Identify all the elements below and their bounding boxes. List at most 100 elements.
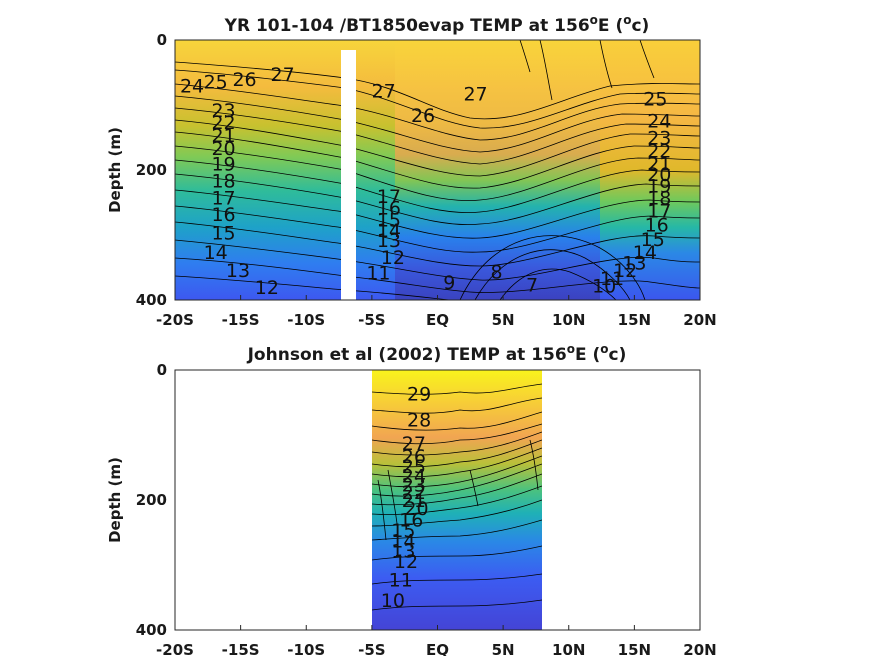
- x-tick-label: -10S: [287, 641, 325, 656]
- contour-label: 25: [204, 72, 228, 94]
- contour-label: 16: [377, 198, 401, 220]
- contour-label: 21: [647, 154, 671, 176]
- contour-label: 23: [647, 128, 671, 150]
- contour-label: 29: [407, 383, 431, 405]
- contour-label: 14: [377, 220, 401, 242]
- contour-label: 20: [211, 138, 235, 160]
- contour-label: 11: [389, 569, 413, 591]
- contour-label: 12: [255, 277, 279, 299]
- contour-label: 15: [211, 222, 235, 244]
- panel-model: YR 101-104 /BT1850evap TEMP at 156oE (oc…: [106, 13, 717, 329]
- y-axis-model: 0 200 400 Depth (m): [106, 31, 167, 309]
- contour-label: 15: [641, 229, 665, 251]
- contour-label: 12: [381, 247, 405, 269]
- contour-label: 11: [600, 268, 624, 290]
- contour-label: 12: [394, 551, 418, 573]
- x-tick-label: 20N: [683, 641, 716, 656]
- contour-label: 18: [647, 187, 671, 209]
- x-tick-label: 5N: [492, 641, 515, 656]
- contour-label: 27: [271, 64, 295, 86]
- contour-label: 21: [402, 490, 426, 512]
- x-tick-label: 15N: [618, 641, 651, 656]
- x-tick-label: 10N: [552, 311, 585, 329]
- contour-label: 17: [211, 187, 235, 209]
- y-axis-observations: 0 200 400 Depth (m): [106, 361, 167, 639]
- contour-label: 17: [647, 200, 671, 222]
- x-tick-label: -5S: [358, 311, 385, 329]
- contour-label: 14: [204, 242, 228, 264]
- contour-label: 23: [211, 100, 235, 122]
- x-tick-label: -15S: [222, 641, 260, 656]
- contour-label: 10: [592, 276, 616, 298]
- y-tick-label: 0: [157, 31, 167, 49]
- x-tick-label: -5S: [358, 641, 385, 656]
- missing-data-gap: [341, 50, 356, 300]
- contour-label: 19: [211, 154, 235, 176]
- x-tick-label: 20N: [683, 311, 716, 329]
- chart-title-observations: Johnson et al (2002) TEMP at 156oE (oc): [247, 342, 627, 365]
- contour-label: 27: [463, 83, 487, 105]
- contour-label: 13: [622, 252, 646, 274]
- contour-label: 25: [402, 456, 426, 478]
- contour-label: 12: [613, 260, 637, 282]
- x-tick-label: 15N: [618, 311, 651, 329]
- temperature-field-observations: [372, 370, 542, 630]
- y-tick-label: 400: [136, 621, 167, 639]
- contour-label: 19: [647, 176, 671, 198]
- contour-label: 13: [377, 230, 401, 252]
- contour-label: 8: [491, 261, 503, 283]
- x-tick-label: -15S: [222, 311, 260, 329]
- contour-label: 28: [407, 409, 431, 431]
- contour-label: 16: [645, 215, 669, 237]
- contour-label: 15: [377, 209, 401, 231]
- contour-label: 25: [643, 89, 667, 111]
- panel-observations: Johnson et al (2002) TEMP at 156oE (oc): [106, 342, 717, 656]
- temperature-field-model: [175, 40, 700, 300]
- contour-label: 24: [647, 111, 671, 133]
- y-tick-label: 400: [136, 291, 167, 309]
- contour-label: 10: [381, 590, 405, 612]
- contour-label: 20: [647, 164, 671, 186]
- contour-label: 22: [211, 112, 235, 134]
- contour-label: 15: [391, 520, 415, 542]
- contour-label: 7: [526, 274, 538, 296]
- y-axis-label-observations: Depth (m): [106, 457, 124, 543]
- contour-label: 21: [211, 125, 235, 147]
- x-axis-model: -20S -15S -10S -5S EQ 5N 10N 15N 20N: [156, 295, 717, 329]
- contour-label: 14: [633, 242, 657, 264]
- y-axis-label-model: Depth (m): [106, 127, 124, 213]
- isotherm-lines-model: [175, 40, 700, 300]
- contour-label: 26: [232, 69, 256, 91]
- contour-label: 11: [366, 263, 390, 285]
- contour-label: 27: [402, 433, 426, 455]
- isotherm-lines-observations: [372, 383, 542, 611]
- x-tick-label: -10S: [287, 311, 325, 329]
- contour-label: 13: [226, 260, 250, 282]
- contour-label: 26: [411, 105, 435, 127]
- x-tick-label: EQ: [426, 311, 449, 329]
- x-tick-label: 10N: [552, 641, 585, 656]
- contour-label: 14: [391, 530, 415, 552]
- contour-label: 26: [402, 446, 426, 468]
- contour-label: 9: [443, 272, 455, 294]
- contour-label: 27: [372, 81, 396, 103]
- contour-label: 24: [402, 465, 426, 487]
- contour-label: 23: [402, 474, 426, 496]
- y-tick-label: 0: [157, 361, 167, 379]
- x-axis-observations: -20S -15S -10S -5S EQ 5N 10N 15N 20N: [156, 625, 717, 656]
- contour-label: 16: [211, 204, 235, 226]
- contour-label: 22: [647, 141, 671, 163]
- x-tick-label: EQ: [426, 641, 449, 656]
- y-tick-label: 200: [136, 161, 167, 179]
- y-tick-label: 200: [136, 491, 167, 509]
- x-tick-label: -20S: [156, 641, 194, 656]
- contour-label: 16: [399, 510, 423, 532]
- x-tick-label: 5N: [492, 311, 515, 329]
- contour-label: 22: [402, 482, 426, 504]
- chart-title-model: YR 101-104 /BT1850evap TEMP at 156oE (oc…: [224, 13, 650, 36]
- contour-label: 17: [377, 186, 401, 208]
- x-tick-label: -20S: [156, 311, 194, 329]
- contour-label: 20: [404, 498, 428, 520]
- contour-label: 18: [211, 170, 235, 192]
